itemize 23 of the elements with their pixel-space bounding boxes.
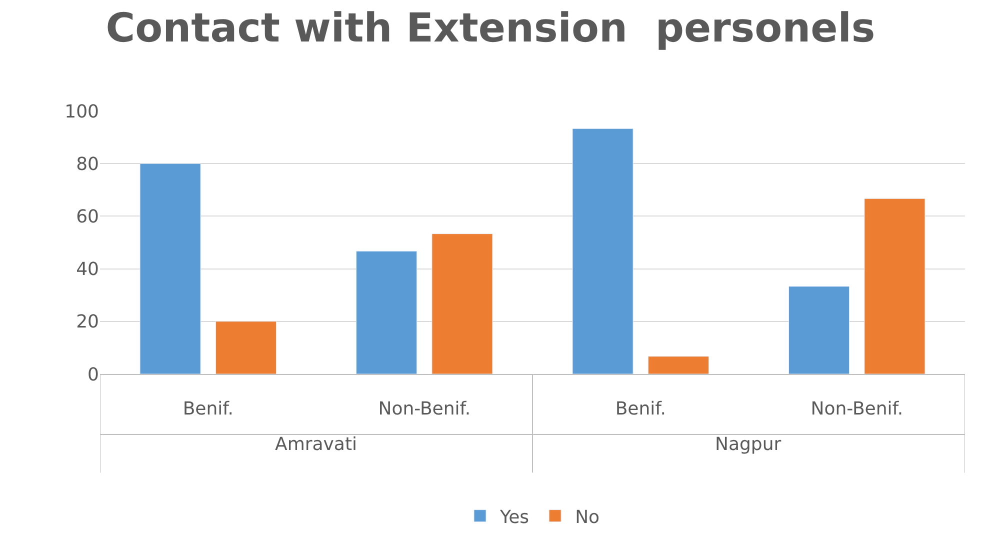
bar: [788, 286, 850, 374]
bar: [648, 356, 709, 374]
bar: [432, 234, 493, 374]
chart-title: Contact with Extension personels: [106, 6, 876, 52]
y-tick-label: 100: [64, 101, 99, 122]
bar: [140, 163, 201, 374]
bar: [572, 128, 634, 374]
y-tick-label: 80: [76, 154, 99, 175]
bar: [356, 250, 418, 374]
x-tick-label: Benif.: [182, 398, 234, 420]
x-tick-label: Non-Benif.: [810, 398, 904, 420]
legend-label: No: [575, 506, 600, 528]
bar: [864, 198, 926, 374]
x-tick-label: Benif.: [615, 398, 666, 420]
bar: [215, 321, 276, 374]
y-tick-label: 20: [76, 312, 99, 333]
legend-label: Yes: [499, 506, 530, 528]
x-tick-label: Non-Benif.: [378, 398, 471, 420]
y-tick-label: 60: [76, 206, 99, 228]
text: Nagpur: [715, 434, 782, 455]
y-tick-label: 0: [88, 364, 99, 386]
y-tick-label: 40: [76, 259, 99, 280]
text: Amravati: [275, 434, 358, 455]
